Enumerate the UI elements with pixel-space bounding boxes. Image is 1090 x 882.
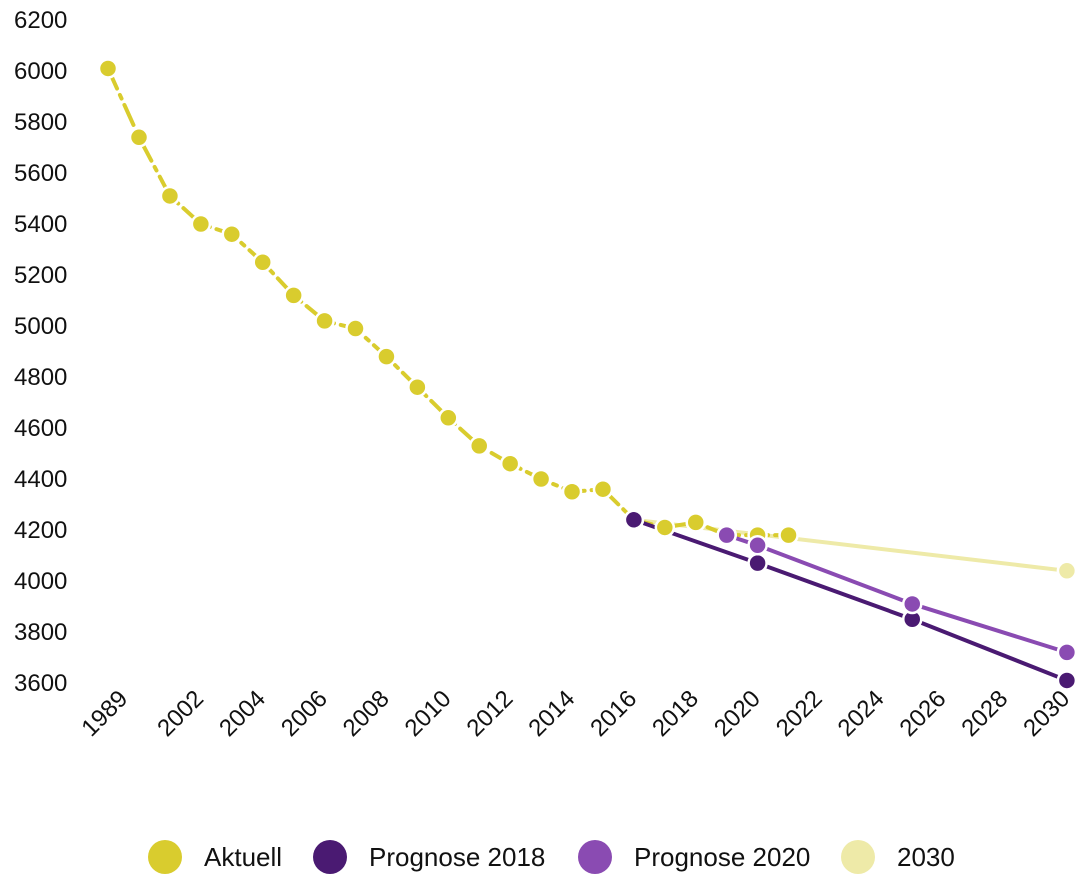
y-tick-label: 3600	[14, 670, 67, 697]
data-point	[283, 285, 304, 306]
legend-swatch	[578, 840, 612, 874]
x-tick-label: 2010	[400, 685, 457, 742]
data-point	[623, 509, 645, 531]
legend-item: Prognose 2018	[313, 840, 545, 874]
x-tick-label: 2022	[771, 685, 828, 742]
y-tick-label: 5600	[14, 160, 67, 187]
x-tick-label: 2026	[895, 685, 952, 742]
legend-item: Prognose 2020	[578, 840, 810, 874]
y-tick-label: 5200	[14, 262, 67, 289]
legend-swatch	[148, 840, 182, 874]
data-point	[778, 524, 799, 546]
data-point	[345, 318, 366, 339]
data-point	[252, 252, 273, 273]
y-tick-label: 4800	[14, 364, 67, 391]
x-tick-label: 2006	[276, 685, 333, 742]
data-point	[902, 593, 923, 615]
y-tick-label: 4600	[14, 415, 67, 442]
legend: Aktuell Prognose 2018 Prognose 2020 2030	[148, 840, 955, 874]
y-axis: 6200 6000 5800 5600 5400 5200 5000 4800 4600 4400…	[14, 7, 67, 697]
series-line-prognose-2020	[724, 533, 1069, 655]
data-point	[97, 58, 119, 79]
y-tick-label: 6000	[14, 58, 67, 85]
x-tick-label: 2016	[585, 685, 642, 742]
y-tick-label: 4200	[14, 517, 67, 544]
data-point	[592, 478, 614, 500]
series-line-prognose-2018	[631, 517, 1069, 683]
data-point	[468, 435, 490, 457]
data-point	[314, 310, 335, 332]
data-point	[376, 346, 397, 367]
y-tick-label: 6200	[14, 7, 67, 34]
data-point	[747, 535, 768, 556]
legend-swatch	[313, 840, 347, 874]
legend-swatch	[841, 840, 875, 874]
x-tick-label: 2004	[214, 685, 271, 742]
series-points	[97, 58, 1078, 691]
x-tick-label: 2008	[338, 685, 395, 742]
legend-label: Prognose 2020	[634, 842, 810, 872]
data-point	[190, 213, 212, 235]
data-point	[1056, 670, 1078, 691]
y-tick-label: 5400	[14, 211, 67, 238]
data-point	[747, 552, 768, 574]
x-axis: 1989 2002 2004 2006 2008 2010 2012 2014 2016 2018…	[76, 685, 1075, 742]
data-point	[407, 376, 428, 398]
y-tick-label: 3800	[14, 619, 67, 646]
data-point	[128, 127, 150, 148]
data-point	[654, 517, 676, 538]
y-tick-label: 4000	[14, 568, 67, 595]
x-tick-label: 2024	[833, 685, 890, 742]
x-tick-label: 2018	[647, 685, 704, 742]
legend-label: Prognose 2018	[369, 842, 545, 872]
data-point	[1056, 560, 1078, 582]
y-tick-label: 4400	[14, 466, 67, 493]
series-lines	[106, 66, 1069, 683]
x-tick-label: 2012	[462, 685, 519, 742]
x-tick-label: 2030	[1018, 685, 1075, 742]
data-point	[1056, 642, 1078, 663]
y-tick-label: 5000	[14, 313, 67, 340]
data-point	[530, 468, 552, 490]
data-point	[438, 407, 459, 429]
data-point	[561, 481, 583, 502]
x-tick-label: 2028	[956, 685, 1013, 742]
legend-item: Aktuell	[148, 840, 282, 874]
series-line-aktuell	[106, 66, 791, 538]
x-tick-label: 2014	[523, 685, 580, 742]
data-point	[159, 185, 181, 207]
x-tick-label: 1989	[76, 685, 133, 742]
data-point	[685, 512, 706, 533]
legend-label: 2030	[897, 842, 955, 872]
y-tick-label: 5800	[14, 109, 67, 136]
x-tick-label: 2020	[709, 685, 766, 742]
data-point	[499, 453, 521, 474]
data-point	[716, 524, 737, 546]
data-point	[221, 223, 243, 245]
legend-label: Aktuell	[204, 842, 282, 872]
legend-item: 2030	[841, 840, 955, 874]
x-tick-label: 2002	[152, 685, 209, 742]
